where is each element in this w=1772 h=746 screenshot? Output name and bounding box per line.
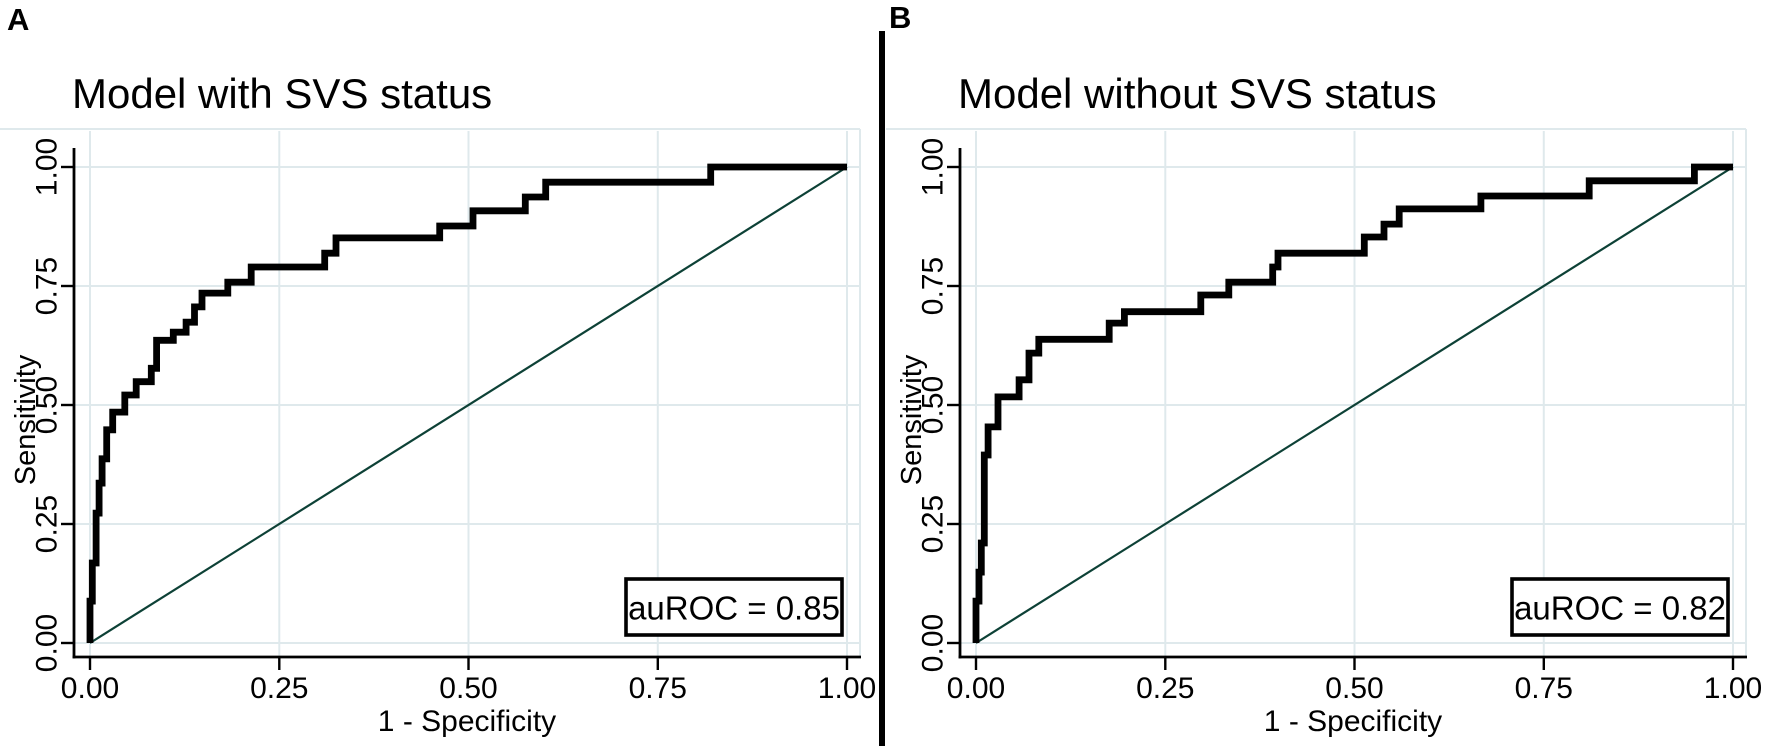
roc-curve [86,163,847,643]
roc-curve [972,163,1733,643]
gridlines [75,131,859,656]
x-axis-title: 1 - Specificity [378,705,556,738]
y-tick-label: 1.00 [917,138,950,196]
auroc-label: auROC = 0.82 [1514,590,1726,627]
y-tick-label: 1.00 [31,138,64,196]
x-tick-label: 0.00 [61,672,119,705]
y-tick-label: 0.00 [31,614,64,672]
y-axis-title: Sensitivity [896,354,928,485]
reference-diagonal-line [975,166,1734,644]
x-tick-label: 0.25 [1136,672,1194,705]
auroc-label: auROC = 0.85 [628,590,840,627]
x-tick-label: 0.25 [250,672,308,705]
y-axis-title: Sensitivity [10,354,42,485]
x-tick-label: 0.00 [947,672,1005,705]
roc-chart-a: 0.00 0.25 0.50 0.75 1.00 0.00 0.25 0.50 0.75 1.00… [0,70,876,738]
y-tick-label: 0.00 [917,614,950,672]
x-tick-label: 0.75 [1515,672,1573,705]
y-tick-label: 0.75 [917,257,950,315]
chart-title: Model without SVS status [958,70,1437,117]
panel-b-label: B [889,0,912,35]
y-tick-label: 0.75 [31,257,64,315]
gridlines [961,131,1745,656]
x-tick-label: 0.50 [439,672,497,705]
y-tick-label: 0.25 [917,495,950,553]
x-tick-label: 1.00 [1704,672,1762,705]
x-tick-label: 0.75 [629,672,687,705]
x-axis-title: 1 - Specificity [1264,705,1442,738]
x-tick-label: 1.00 [818,672,876,705]
chart-title: Model with SVS status [72,70,492,117]
panel-divider [879,31,885,746]
auroc-box [1510,577,1730,637]
y-tick-label: 0.50 [31,376,64,434]
axis-ticks [947,165,1735,670]
x-tick-label: 0.50 [1325,672,1383,705]
panel-a-label: A [7,2,30,37]
auroc-box [624,577,844,637]
y-tick-label: 0.50 [917,376,950,434]
roc-chart-b: 0.00 0.25 0.50 0.75 1.00 0.00 0.25 0.50 0.75 1.00… [886,70,1762,738]
axis-ticks [61,165,849,670]
reference-diagonal-line [89,166,848,644]
y-tick-label: 0.25 [31,495,64,553]
